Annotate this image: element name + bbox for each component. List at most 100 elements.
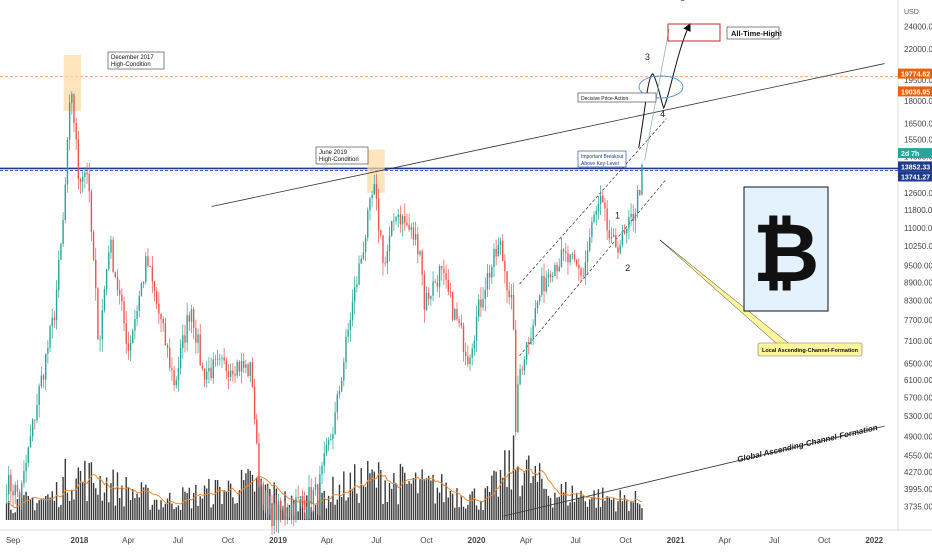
candle-body: [436, 282, 439, 287]
candle-body: [401, 216, 404, 225]
candle-body: [312, 490, 315, 505]
volume-bar: [519, 496, 521, 520]
candle-body: [384, 262, 386, 264]
volume-bar: [417, 493, 419, 520]
volume-bar: [121, 485, 123, 520]
candle-body: [71, 94, 73, 103]
volume-bar: [171, 503, 173, 520]
candle-body: [336, 394, 338, 413]
volume-bar: [105, 477, 108, 520]
candle-body: [55, 290, 58, 321]
price-tick-label: 11000.00: [904, 224, 932, 233]
volume-bar: [166, 498, 169, 520]
candle-body: [488, 273, 491, 278]
candle-body: [397, 214, 399, 218]
price-tick-label: 16500.00: [904, 119, 932, 128]
volume-bar: [177, 505, 180, 520]
candle-body: [412, 227, 415, 240]
volume-bar: [573, 501, 576, 520]
candle-body: [260, 483, 262, 485]
candle-body: [243, 361, 245, 368]
volume-bar: [510, 489, 513, 520]
volume-bar: [212, 504, 214, 520]
candle-body: [558, 266, 560, 272]
volume-bar: [208, 478, 210, 520]
time-tick-label: 2019: [269, 536, 287, 545]
candle-body: [138, 295, 140, 311]
candle-body: [626, 228, 628, 234]
price-badge-text: 13852.33: [901, 164, 930, 171]
candle-body: [162, 319, 164, 324]
time-tick-label: Oct: [818, 536, 831, 545]
candle-body: [206, 371, 208, 380]
volume-bar: [338, 484, 341, 520]
candle-body: [95, 259, 97, 289]
volume-bar: [323, 490, 325, 520]
volume-bar: [312, 510, 315, 520]
volume-bar: [589, 499, 591, 520]
volume-bar: [27, 495, 29, 520]
dec-2017-note-text: December 2017: [111, 55, 154, 61]
candle-body: [221, 357, 223, 359]
volume-bar: [406, 483, 408, 520]
volume-bar: [541, 478, 543, 520]
volume-bar: [210, 507, 212, 520]
candle-body: [269, 505, 271, 509]
volume-bar: [140, 482, 143, 520]
candle-body: [251, 362, 254, 387]
ath-target-box: [667, 23, 721, 42]
candle-body: [608, 230, 611, 239]
candle-body: [473, 340, 476, 349]
volume-bar: [354, 464, 356, 520]
volume-bar: [630, 501, 632, 520]
volume-bar: [123, 506, 125, 520]
volume-bar: [412, 477, 415, 520]
candle-body: [103, 289, 106, 311]
volume-bar: [227, 480, 230, 520]
candle-body: [110, 239, 112, 253]
volume-bar: [373, 471, 375, 520]
volume-bar: [66, 492, 69, 520]
candle-body: [90, 191, 93, 232]
candle-body: [493, 249, 495, 267]
volume-bar: [464, 508, 467, 520]
time-tick-label: Apr: [321, 536, 334, 545]
candle-body: [458, 319, 460, 323]
global-channel-label: Global Ascending-Channel-Formation: [736, 423, 878, 464]
candle-body: [199, 334, 201, 366]
candle-body: [486, 273, 489, 290]
volume-bar: [247, 468, 249, 520]
candle-body: [132, 330, 134, 343]
candle-body: [495, 249, 497, 257]
volume-bar: [434, 503, 436, 520]
candle-body: [47, 347, 49, 354]
volume-bar: [5, 503, 8, 520]
volume-bar: [599, 507, 602, 520]
candle-body: [438, 266, 441, 287]
candle-body: [92, 231, 95, 260]
volume-bar: [571, 485, 574, 520]
volume-bar: [623, 495, 626, 520]
candle-body: [266, 492, 269, 509]
candle-body: [62, 220, 64, 245]
volume-bar: [597, 489, 600, 520]
volume-bar: [108, 502, 110, 520]
price-badge: [898, 171, 932, 182]
volume-bar: [432, 474, 434, 520]
volume-bar: [491, 475, 493, 520]
volume-bar: [297, 511, 299, 520]
volume-bar: [626, 500, 628, 520]
jun-2019-note-text: June 2019: [319, 150, 348, 156]
volume-bar: [334, 504, 336, 520]
volume-bar: [358, 502, 360, 520]
volume-bar: [612, 497, 615, 520]
volume-bar: [142, 487, 145, 520]
candle-body: [121, 294, 123, 302]
candle-body: [64, 184, 66, 221]
volume-bar: [586, 506, 589, 520]
volume-bar: [214, 479, 217, 520]
candle-body: [118, 289, 121, 295]
time-tick-label: 2018: [71, 536, 89, 545]
volume-bar: [75, 478, 77, 520]
candle-body: [497, 245, 500, 257]
